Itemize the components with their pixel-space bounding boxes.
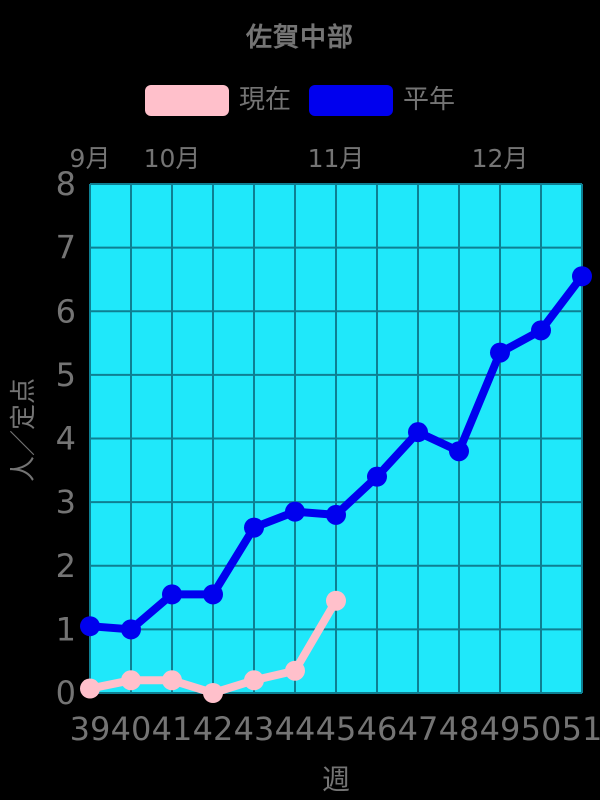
chart-title: 佐賀中部 <box>245 23 354 53</box>
y-tick-label: 6 <box>56 292 76 330</box>
legend-item-current: 現在 <box>144 85 291 116</box>
y-axis-title: 人／定点 <box>9 378 39 482</box>
data-point <box>162 670 182 691</box>
month-label: 9月 <box>70 144 111 173</box>
legend-swatch-normal <box>309 85 393 116</box>
x-axis-title: 週 <box>322 763 350 796</box>
y-tick-label: 7 <box>56 229 76 267</box>
legend-label-normal: 平年 <box>403 85 456 115</box>
month-label: 10月 <box>144 144 201 173</box>
x-tick-label: 39 <box>70 710 111 748</box>
y-tick-label: 0 <box>56 674 76 712</box>
data-point <box>531 320 551 341</box>
data-point <box>203 683 223 703</box>
legend-swatch-current <box>144 85 229 116</box>
data-point <box>203 584 223 605</box>
y-tick-label: 1 <box>56 610 76 648</box>
data-point <box>285 501 305 522</box>
y-tick-label: 2 <box>56 547 76 585</box>
x-tick-label: 44 <box>275 710 316 748</box>
data-point <box>285 660 305 681</box>
x-tick-label: 48 <box>439 710 480 748</box>
data-point <box>367 466 387 487</box>
y-tick-label: 3 <box>56 483 76 521</box>
legend-label-current: 現在 <box>238 85 291 115</box>
month-label: 12月 <box>472 144 529 173</box>
data-point <box>326 590 346 611</box>
month-label: 11月 <box>308 144 365 173</box>
x-tick-label: 40 <box>111 710 152 748</box>
data-point <box>80 616 100 637</box>
x-tick-label: 46 <box>357 710 398 748</box>
x-tick-label: 51 <box>562 710 600 748</box>
data-point <box>244 670 264 691</box>
data-point <box>490 342 510 363</box>
x-tick-label: 43 <box>234 710 275 748</box>
x-tick-label: 50 <box>521 710 562 748</box>
x-tick-label: 49 <box>480 710 521 748</box>
x-tick-label: 41 <box>152 710 193 748</box>
data-point <box>244 517 264 538</box>
x-tick-label: 45 <box>316 710 357 748</box>
data-point <box>121 619 141 640</box>
x-tick-label: 42 <box>193 710 234 748</box>
data-point <box>80 678 100 699</box>
data-point <box>449 441 469 462</box>
y-tick-label: 4 <box>56 420 76 458</box>
legend-item-normal: 平年 <box>309 85 455 116</box>
legend: 現在 平年 <box>0 85 600 116</box>
data-point <box>162 584 182 605</box>
data-point <box>572 266 592 287</box>
data-point <box>408 422 428 443</box>
x-tick-label: 47 <box>398 710 439 748</box>
y-tick-label: 8 <box>56 165 76 203</box>
data-point <box>121 670 141 691</box>
data-point <box>326 504 346 525</box>
y-tick-label: 5 <box>56 356 76 394</box>
